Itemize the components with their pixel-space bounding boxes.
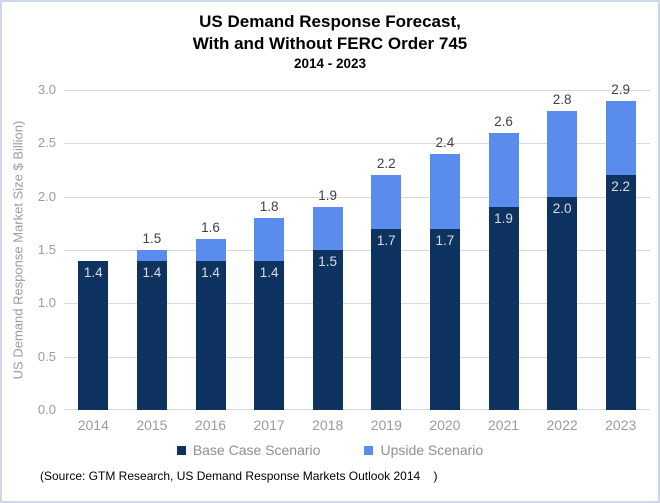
x-axis-label-2018: 2018 xyxy=(312,417,344,433)
y-tick-label: 3.0 xyxy=(37,82,56,97)
y-tick-label: 1.5 xyxy=(37,242,56,257)
bar-total-label: 2.9 xyxy=(611,82,631,97)
y-tick-label: 2.5 xyxy=(37,135,56,150)
legend-label: Base Case Scenario xyxy=(192,442,321,458)
gridline-0.0 xyxy=(64,409,650,410)
chart-title-line2: With and Without FERC Order 745 xyxy=(192,34,468,53)
gridline-1.5 xyxy=(64,250,650,251)
bar-total-label: 1.6 xyxy=(201,220,220,235)
chart-title-line1: US Demand Response Forecast, xyxy=(199,12,461,31)
x-axis-label-2017: 2017 xyxy=(253,417,285,433)
x-axis-label-2022: 2022 xyxy=(546,417,578,433)
bar-base-segment xyxy=(78,261,109,410)
y-tick-label: 1.0 xyxy=(37,295,56,310)
legend-label: Upside Scenario xyxy=(380,442,484,458)
bar-base-segment xyxy=(136,261,167,410)
chart-title: US Demand Response Forecast, With and Wi… xyxy=(2,11,658,73)
bar-total-label: 2.2 xyxy=(376,156,396,171)
x-axis-label-2014: 2014 xyxy=(77,417,109,433)
bar-upside-segment xyxy=(547,111,578,197)
bar-base-segment xyxy=(312,250,343,410)
bar-base-label: 1.4 xyxy=(201,265,220,280)
bar-base-segment xyxy=(371,229,402,410)
bar-base-label: 1.9 xyxy=(494,211,513,226)
bar-upside-segment xyxy=(605,101,636,175)
bar-base-label: 1.7 xyxy=(376,233,396,248)
legend-swatch-icon xyxy=(364,445,374,455)
x-axis-label-2015: 2015 xyxy=(136,417,168,433)
bar-total-label: 2.8 xyxy=(552,92,572,107)
x-axis-label-2020: 2020 xyxy=(429,417,461,433)
bar-upside-segment xyxy=(195,239,226,261)
bar-base-segment xyxy=(488,207,519,410)
bar-base-label: 1.7 xyxy=(435,233,455,248)
bar-base-label: 1.5 xyxy=(318,254,338,269)
bar-upside-segment xyxy=(254,218,285,261)
bar-base-segment xyxy=(254,261,285,410)
plot-area: 0.0 0.5 1.0 1.5 2.0 2.5 3.0 1.4 2014 1.5 1.4 2015 1.… xyxy=(38,82,650,433)
legend: Base Case Scenario Upside Scenario xyxy=(2,442,658,458)
bar-base-label: 1.4 xyxy=(142,265,162,280)
x-axis-label-2023: 2023 xyxy=(605,417,637,433)
chart-title-years: 2014 - 2023 xyxy=(293,56,367,71)
bar-total-label: 1.5 xyxy=(142,231,162,246)
bar-upside-segment xyxy=(312,207,343,250)
bar-base-label: 2.0 xyxy=(552,201,572,216)
bar-total-label: 2.6 xyxy=(494,114,513,129)
y-tick-label: 2.0 xyxy=(37,189,56,204)
legend-item: Upside Scenario xyxy=(364,442,483,458)
bar-upside-segment xyxy=(371,175,402,229)
bar-base-segment xyxy=(195,261,226,410)
bar-base-label: 1.4 xyxy=(259,265,279,280)
bar-upside-segment xyxy=(136,250,167,261)
legend-swatch-icon xyxy=(176,445,186,455)
legend-item: Base Case Scenario xyxy=(176,442,321,458)
x-axis-label-2019: 2019 xyxy=(370,417,402,433)
bar-upside-segment xyxy=(429,154,460,229)
x-axis-label-2021: 2021 xyxy=(487,417,520,433)
bar-base-segment xyxy=(547,197,578,410)
bar-base-segment xyxy=(605,175,636,410)
gridline-1.0 xyxy=(64,303,650,304)
y-tick-label: 0.0 xyxy=(37,402,56,417)
gridline-3.0 xyxy=(64,90,650,91)
bar-upside-segment xyxy=(488,133,519,207)
bar-base-label: 1.4 xyxy=(83,265,103,280)
bar-total-label: 1.9 xyxy=(318,188,338,203)
gridline-2.0 xyxy=(64,197,650,198)
bar-total-label: 1.8 xyxy=(259,199,279,214)
source-note: (Source: GTM Research, US Demand Respons… xyxy=(40,469,438,483)
bar-total-label: 2.4 xyxy=(435,135,455,150)
bar-base-label: 2.2 xyxy=(611,179,631,194)
x-axis-label-2016: 2016 xyxy=(194,417,227,433)
gridline-2.5 xyxy=(64,143,650,144)
gridline-0.5 xyxy=(64,357,650,358)
y-tick-label: 0.5 xyxy=(37,349,56,364)
bar-base-segment xyxy=(429,229,460,410)
